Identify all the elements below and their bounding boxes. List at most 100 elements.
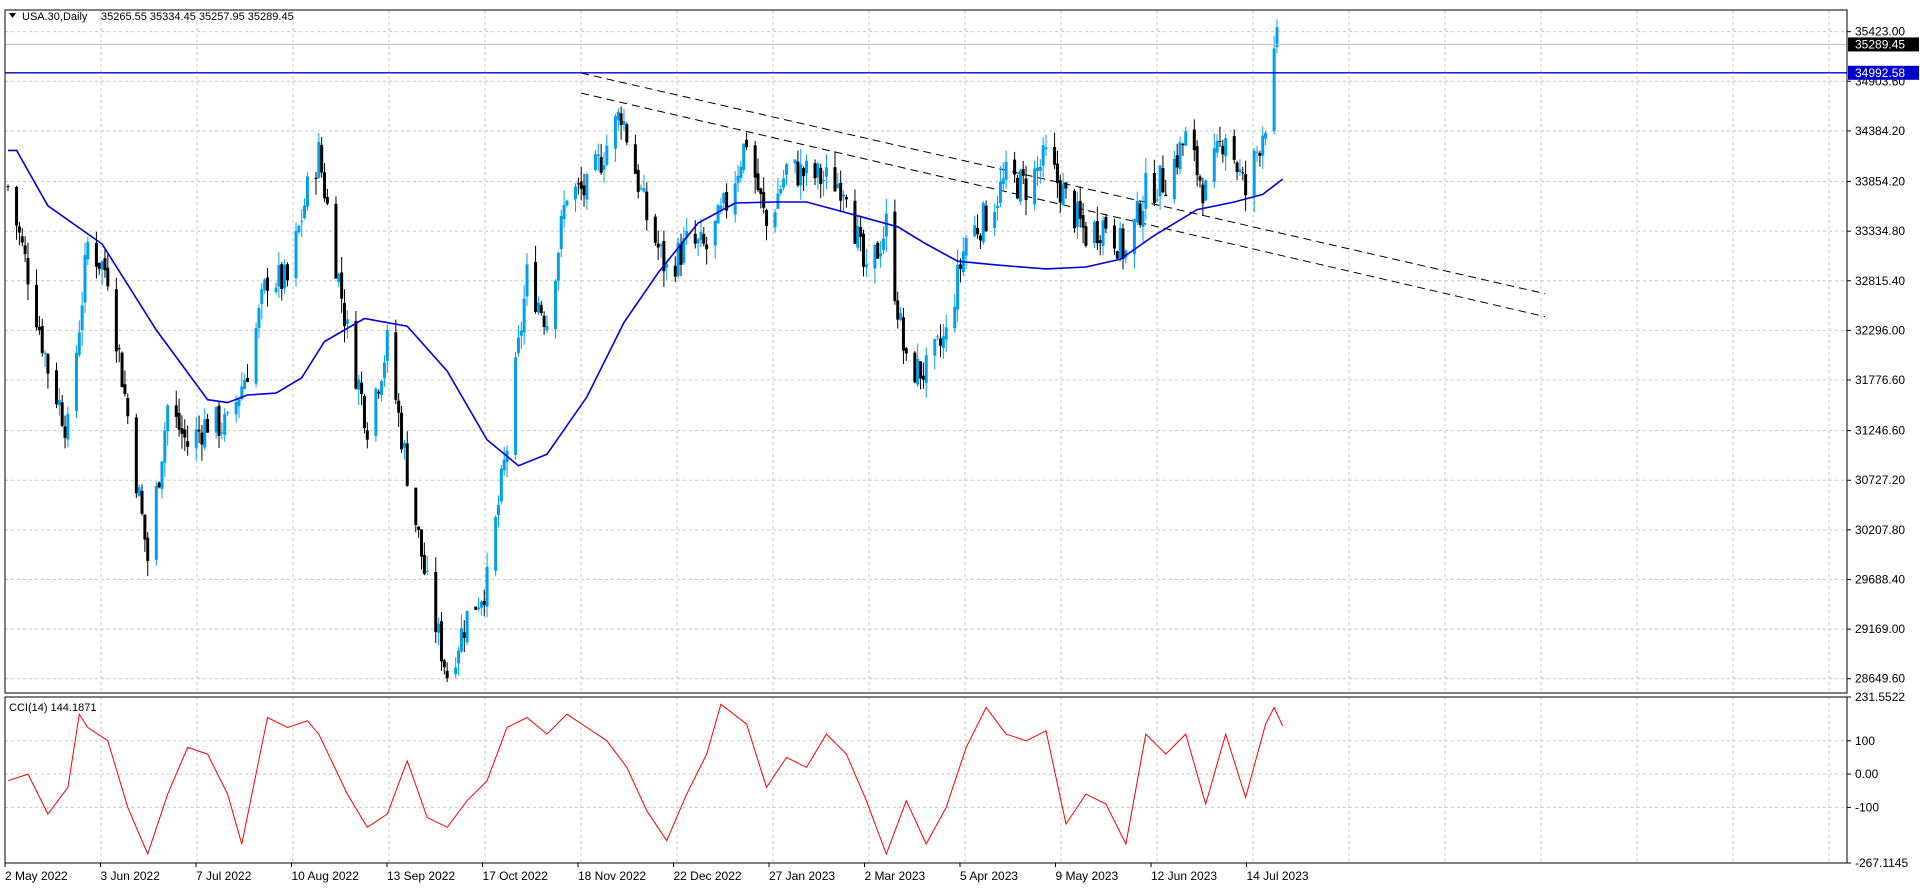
ohlc-values: 35265.55 35334.45 35257.95 35289.45 [101,11,294,23]
candle-body [485,566,489,607]
candle-body [699,232,703,241]
candle-body [1001,178,1005,185]
candle-body [579,181,583,189]
candle-body [94,242,98,267]
candle-body [434,571,438,632]
candle-body [1073,190,1077,229]
candle-body [123,384,127,395]
candle-body [998,181,1002,203]
candle-body [1132,219,1136,255]
candle-body [317,141,321,178]
candle-body [137,487,141,497]
candle-body [565,200,569,206]
candle-body [74,352,78,411]
candle-body [956,264,960,310]
candle-body [799,164,803,186]
candle-body [263,279,267,291]
horizontal-level[interactable] [5,43,1847,74]
candle-body [40,326,44,353]
candle-body [605,145,609,165]
candle-body [1058,180,1062,203]
cci-label: CCI(14) 144.1871 [9,702,96,714]
candle-body [1161,168,1165,193]
candle-body [194,429,198,448]
candle-body [442,660,446,668]
candle-body [716,205,720,224]
price-tick-label: 31246.60 [1855,424,1905,438]
candle-body [1215,141,1219,153]
candle-body [862,233,866,267]
moving-average-line [8,149,1284,467]
candle-body [143,514,147,540]
candle-body [1152,172,1156,203]
cci-tick-label: -267.1145 [1855,856,1908,870]
candle-body [305,176,309,207]
candle-body [394,332,398,401]
candle-body [223,413,227,435]
dropdown-arrow-icon[interactable] [9,13,16,18]
price-tick-label: 28649.60 [1855,672,1905,686]
candle-body [462,632,466,639]
candle-body [417,526,421,530]
candle-body [901,317,905,351]
candle-body [719,205,723,210]
candle-body [1201,184,1205,204]
candle-body [1041,145,1045,166]
candle-body [35,284,39,328]
candle-body [562,205,566,220]
candle-body [993,211,997,229]
candle-body [881,238,885,250]
candle-body [246,378,250,382]
candle-body [405,443,409,486]
price-tick-label: 32296.00 [1855,323,1905,337]
candle-body [879,253,883,257]
candle-body [1021,169,1025,176]
candle-body [602,165,606,170]
candle-body [1252,150,1256,197]
time-tick-label: 17 Oct 2022 [483,869,549,883]
candle-body [953,306,957,329]
cci-tick-label: 0.00 [1855,767,1879,781]
candle-body [944,327,948,340]
hline-price-box [1848,65,1919,80]
candle-body [1101,220,1105,247]
candle-body [54,370,58,405]
candle-body [556,253,560,281]
candle-body [160,461,164,489]
hline-price-label: 34992.58 [1855,66,1905,80]
candle-body [502,459,506,471]
candle-body [1024,178,1028,201]
candle-body [836,183,840,188]
candle-body [1144,172,1148,209]
candle-body [919,361,923,379]
candle-body [1044,147,1048,150]
candle-body [37,326,41,331]
candle-body [756,173,760,190]
candle-body [742,143,746,170]
grid [5,10,1847,863]
candle-body [839,183,843,201]
candle-body [357,379,361,390]
candle-body [796,161,800,186]
candle-body [593,154,597,170]
candle-body [1018,170,1022,202]
candle-body [802,168,806,177]
candle-body [1038,166,1042,171]
candle-body [679,244,683,265]
candle-body [1235,162,1239,173]
candle-body [1135,200,1139,223]
candle-body [437,623,441,633]
candle-body [1221,145,1225,155]
candle-body [1155,199,1159,201]
candle-body [582,185,586,196]
candle-body [294,231,298,279]
candle-body [360,382,364,394]
candle-body [1261,135,1265,156]
candle-body [454,667,458,675]
candle-body [722,193,726,204]
candle-body [166,405,170,432]
candle-body [83,255,87,303]
candle-body [1055,163,1059,184]
